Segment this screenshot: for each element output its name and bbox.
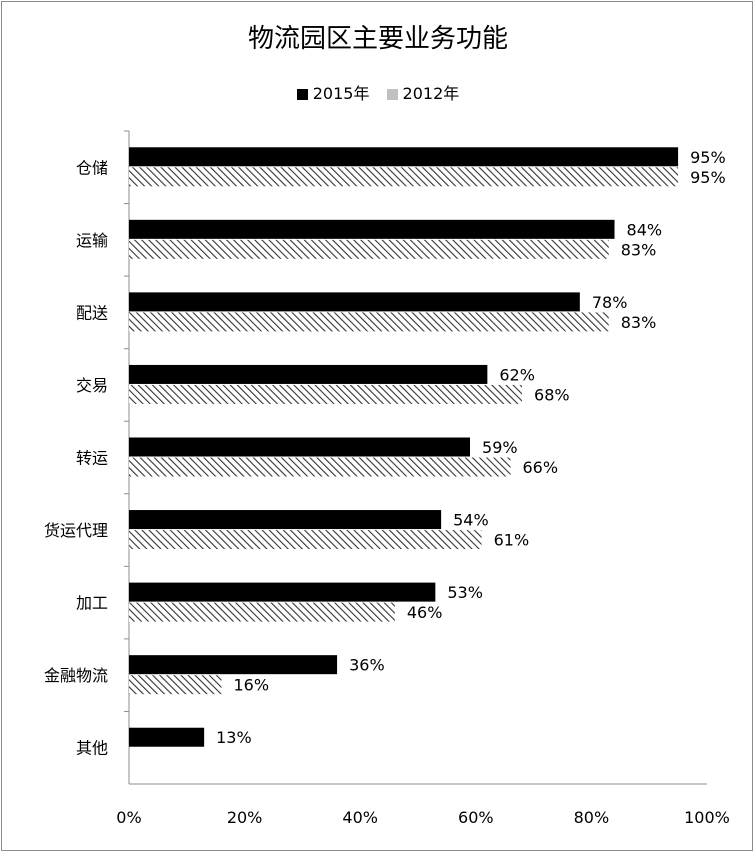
- data-label-2012: 68%: [534, 385, 570, 404]
- x-tick-label: 80%: [574, 808, 610, 827]
- category-label: 金融物流: [44, 666, 108, 685]
- category-label: 转运: [76, 449, 108, 468]
- data-label-2015: 53%: [447, 583, 483, 602]
- bar-2012: [129, 312, 609, 332]
- bar-2015: [129, 364, 488, 384]
- legend-label-2012: 2012年: [402, 84, 460, 103]
- legend-swatch-2012: [386, 89, 398, 100]
- bar-2015: [129, 655, 338, 675]
- legend-item-2015: 2015年: [296, 80, 370, 104]
- category-label: 货运代理: [44, 521, 108, 540]
- bar-2015: [129, 727, 205, 747]
- data-label-2012: 61%: [494, 531, 530, 550]
- legend-item-2012: 2012年: [386, 80, 460, 104]
- data-label-2015: 36%: [349, 656, 385, 675]
- bar-2015: [129, 582, 436, 602]
- category-label: 仓储: [76, 158, 108, 177]
- x-tick-label: 100%: [684, 808, 730, 827]
- bar-2015: [129, 147, 679, 167]
- x-tick-label: 20%: [227, 808, 263, 827]
- data-label-2015: 54%: [453, 511, 489, 530]
- data-label-2012: 95%: [690, 168, 726, 187]
- chart-title: 物流园区主要业务功能: [247, 24, 508, 54]
- data-label-2015: 62%: [499, 365, 535, 384]
- data-label-2015: 13%: [216, 728, 252, 747]
- x-tick-label: 0%: [116, 808, 141, 827]
- bar-2012: [129, 167, 679, 187]
- bar-2012: [129, 530, 482, 550]
- legend: 2015年 2012年: [0, 80, 756, 104]
- data-label-2015: 95%: [690, 148, 726, 167]
- data-label-2012: 66%: [522, 458, 558, 477]
- legend-label-2015: 2015年: [312, 84, 370, 103]
- bar-2015: [129, 437, 471, 457]
- category-label: 交易: [76, 376, 108, 395]
- data-label-2015: 84%: [627, 220, 663, 239]
- category-label: 加工: [76, 594, 108, 613]
- category-label: 配送: [76, 303, 108, 322]
- category-label: 其他: [76, 739, 108, 758]
- bar-2015: [129, 292, 580, 312]
- data-label-2012: 83%: [621, 313, 657, 332]
- bar-2012: [129, 384, 523, 404]
- bar-2015: [129, 219, 615, 239]
- legend-swatch-2015: [296, 89, 308, 100]
- bar-2012: [129, 675, 222, 695]
- x-tick-label: 40%: [342, 808, 378, 827]
- bar-2012: [129, 457, 511, 477]
- bar-2012: [129, 602, 395, 622]
- x-tick-label: 60%: [458, 808, 494, 827]
- data-label-2015: 59%: [482, 438, 518, 457]
- data-label-2015: 78%: [592, 293, 628, 312]
- data-label-2012: 83%: [621, 240, 657, 259]
- data-label-2012: 46%: [407, 603, 443, 622]
- bar-2015: [129, 510, 442, 530]
- data-label-2012: 16%: [233, 676, 269, 695]
- bar-2012: [129, 239, 609, 259]
- category-label: 运输: [76, 231, 108, 250]
